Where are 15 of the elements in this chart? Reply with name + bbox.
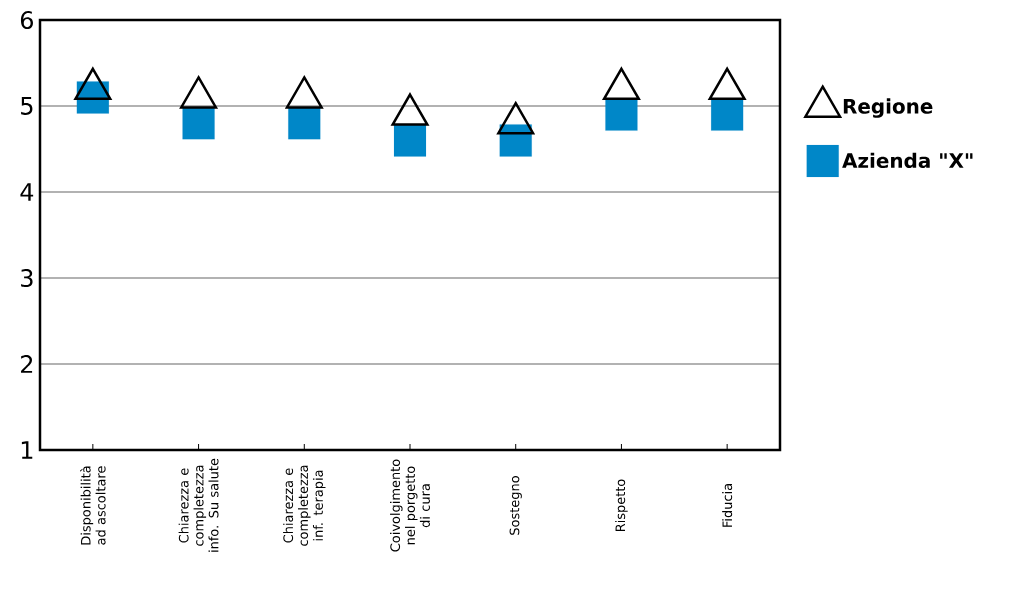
y-tick-label: 1 [21,441,33,459]
x-tick-label: Sostegno [509,476,522,535]
y-tick-label: 2 [21,355,33,373]
x-tick-label: Fiducia [722,484,733,527]
x-tick-label: Rispetto [615,479,628,532]
y-tick-label: 3 [21,268,33,288]
y-tick-label: 6 [20,10,33,30]
x-tick-label: Disponibilità ad ascoltare [80,466,106,545]
y-tick-label: 4 [20,183,34,201]
y-tick-label: 5 [21,97,33,115]
x-tick-label: Coivolgimento nel porgetto di cura [390,459,430,552]
legend-label: Regione [843,98,933,118]
x-tick-label: Chiarezza e completezza info. Su salute [178,458,219,552]
x-tick-label: Chiarezza e completezza inf. terapia [283,465,326,546]
legend-label: Azienda "X" [842,152,973,169]
